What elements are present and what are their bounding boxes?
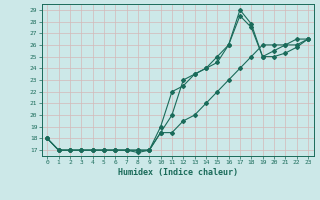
X-axis label: Humidex (Indice chaleur): Humidex (Indice chaleur)	[118, 168, 237, 177]
